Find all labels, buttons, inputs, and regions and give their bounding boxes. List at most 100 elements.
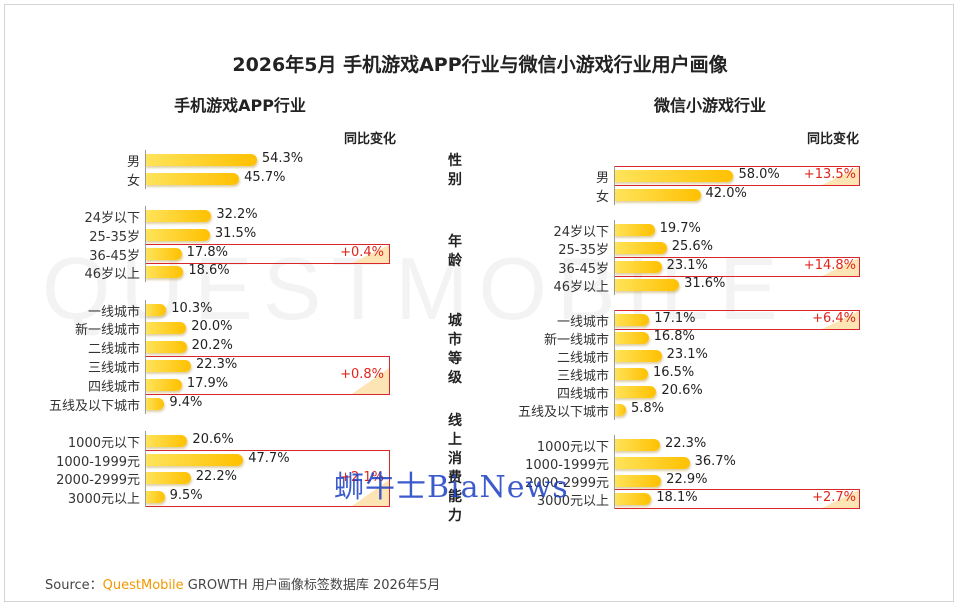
news-stamp: 蛳牛士BiaNews	[334, 470, 569, 505]
value-label: 18.6%	[188, 263, 230, 278]
value-label: 20.6%	[661, 383, 703, 398]
category-label: 24岁以下	[553, 225, 609, 240]
bar	[614, 224, 655, 236]
category-label: 二线城市	[556, 351, 609, 366]
bar	[145, 304, 167, 316]
group-axis	[145, 431, 146, 507]
value-label: 9.4%	[169, 395, 203, 410]
group-axis	[614, 166, 615, 205]
bar	[614, 386, 657, 398]
value-label: 18.1%	[656, 490, 698, 505]
category-label: 新一线城市	[74, 323, 140, 338]
category-label: 1000元以下	[536, 440, 609, 455]
value-label: 16.8%	[653, 329, 695, 344]
bar	[145, 266, 184, 278]
value-label: 17.8%	[186, 245, 228, 260]
bar	[614, 368, 648, 380]
value-label: 54.3%	[261, 151, 304, 166]
category-label: 新一线城市	[543, 333, 609, 348]
center-label-char: 级	[448, 370, 462, 386]
value-label: 47.7%	[248, 451, 290, 466]
source-brand: QuestMobile	[102, 578, 184, 593]
value-label: 9.5%	[169, 488, 203, 503]
value-label: 20.0%	[191, 319, 233, 334]
bar	[145, 454, 244, 466]
bar	[145, 491, 165, 503]
value-label: 31.6%	[684, 276, 726, 291]
bar	[145, 173, 240, 185]
corner-triangle	[352, 368, 389, 394]
source-prefix: Source：	[45, 578, 103, 593]
value-label: 20.6%	[192, 432, 234, 447]
bar	[145, 472, 191, 484]
center-label-char: 能	[448, 489, 462, 505]
bar	[614, 332, 649, 344]
bar	[145, 398, 165, 410]
center-label-char: 力	[448, 508, 462, 524]
category-label: 1000-1999元	[525, 458, 609, 473]
change-value: +13.5%	[803, 167, 856, 182]
corner-triangle	[822, 311, 859, 329]
center-label-char: 消	[448, 451, 462, 467]
group-axis	[614, 435, 615, 509]
category-label: 24岁以下	[84, 211, 140, 226]
category-label: 25-35岁	[558, 243, 609, 258]
group-axis	[145, 300, 146, 414]
bar	[145, 154, 257, 166]
change-value: +0.4%	[340, 245, 384, 260]
category-label: 36-45岁	[558, 262, 609, 277]
value-label: 45.7%	[244, 170, 286, 185]
bar	[145, 229, 210, 241]
center-label-char: 龄	[448, 253, 462, 269]
source-text: GROWTH 用户画像标签数据库 2026年5月	[183, 578, 441, 593]
chart-frame	[4, 4, 954, 602]
change-header: 同比变化	[343, 132, 396, 147]
center-label-char: 线	[448, 413, 462, 429]
value-label: 17.9%	[186, 376, 229, 391]
value-label: 25.6%	[671, 239, 714, 254]
bar	[145, 360, 191, 372]
value-label: 23.1%	[666, 347, 708, 362]
category-label: 46岁以上	[553, 280, 609, 295]
group-axis	[145, 206, 146, 282]
value-label: 42.0%	[705, 186, 747, 201]
category-label: 四线城市	[87, 380, 140, 395]
bar	[614, 439, 660, 451]
bar	[145, 248, 182, 260]
value-label: 5.8%	[630, 401, 664, 416]
bar	[145, 341, 187, 353]
value-label: 17.1%	[654, 311, 696, 326]
category-label: 四线城市	[556, 387, 609, 402]
category-label: 1000元以下	[67, 436, 140, 451]
value-label: 22.2%	[195, 469, 238, 484]
source-note: Source：QuestMobile GROWTH 用户画像标签数据库 2026…	[45, 574, 440, 593]
corner-triangle	[822, 490, 859, 508]
change-value: +2.1%	[340, 470, 384, 485]
bar	[614, 457, 690, 469]
corner-triangle	[352, 245, 389, 263]
value-label: 36.7%	[694, 454, 736, 469]
category-label: 2000-2999元	[56, 473, 140, 488]
panel-title: 手机游戏APP行业	[174, 96, 306, 115]
bar	[614, 279, 680, 291]
chart-title: 2026年5月 手机游戏APP行业与微信小游戏行业用户画像	[232, 54, 728, 76]
category-label: 五线及以下城市	[517, 405, 609, 420]
category-label: 25-35岁	[89, 230, 140, 245]
center-label-char: 性	[448, 153, 462, 169]
change-value: +14.8%	[803, 258, 856, 273]
center-label-char: 市	[448, 332, 462, 348]
value-label: 22.3%	[195, 357, 238, 372]
center-label-char: 等	[448, 351, 462, 367]
value-label: 23.1%	[666, 258, 708, 273]
value-label: 31.5%	[214, 226, 257, 241]
center-label-char: 别	[448, 172, 462, 188]
corner-triangle	[822, 167, 859, 185]
change-value: +2.7%	[812, 490, 856, 505]
category-label: 女	[595, 190, 609, 205]
category-label: 二线城市	[87, 342, 140, 357]
bar	[145, 210, 212, 222]
value-label: 58.0%	[738, 167, 780, 182]
panel-title: 微信小游戏行业	[653, 96, 766, 115]
group-axis	[614, 310, 615, 420]
